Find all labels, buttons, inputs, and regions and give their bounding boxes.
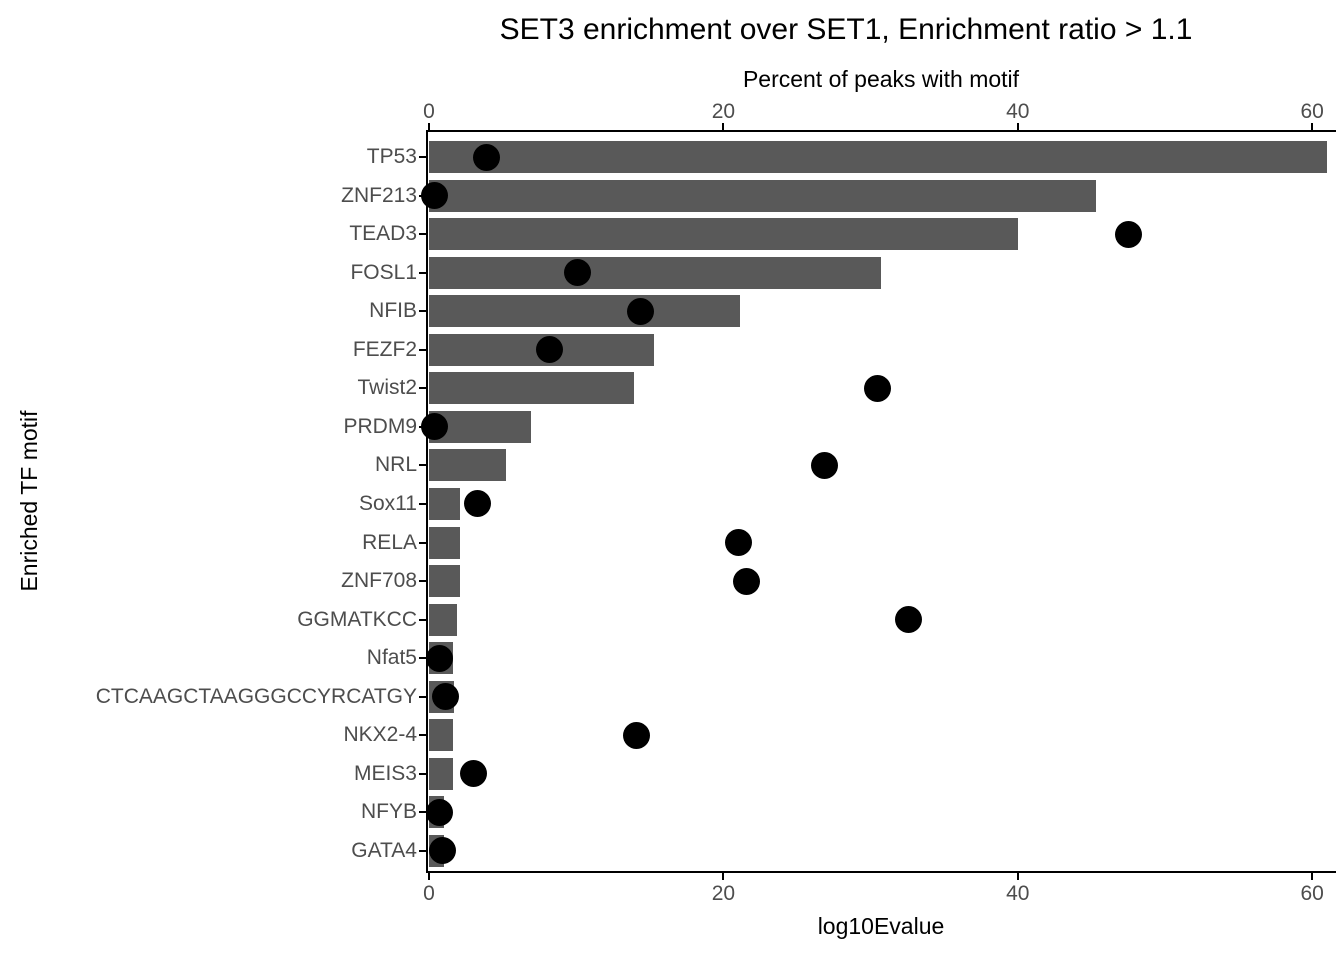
bar xyxy=(429,526,460,559)
category-label: FOSL1 xyxy=(350,260,417,284)
dot xyxy=(895,606,923,634)
y-axis-tick xyxy=(419,541,426,544)
category-label: NFYB xyxy=(360,800,417,824)
category-label: RELA xyxy=(362,530,417,554)
y-axis-line xyxy=(426,130,428,873)
top-axis-tick xyxy=(428,123,430,130)
y-axis-tick xyxy=(419,464,426,467)
bar xyxy=(429,449,506,482)
bottom-axis-title: log10Evalue xyxy=(817,913,945,939)
y-axis-tick xyxy=(419,772,426,775)
dot xyxy=(428,837,456,865)
dot xyxy=(425,798,453,826)
dot xyxy=(464,490,492,518)
bar xyxy=(429,487,460,520)
y-axis-tick xyxy=(419,734,426,737)
y-axis-tick xyxy=(419,849,426,852)
dot xyxy=(421,182,449,210)
dot xyxy=(724,529,752,556)
category-label: NKX2-4 xyxy=(343,723,417,747)
category-label: ZNF213 xyxy=(341,183,417,207)
category-label: Sox11 xyxy=(359,491,417,515)
y-axis-tick xyxy=(419,695,426,698)
bar xyxy=(429,757,453,790)
dot xyxy=(811,451,839,479)
top-axis-tick xyxy=(1311,123,1314,130)
bar xyxy=(429,565,460,598)
category-label: ZNF708 xyxy=(341,569,417,593)
dot xyxy=(623,721,651,749)
bottom-axis-tick xyxy=(1016,873,1019,880)
dot xyxy=(431,683,459,711)
bottom-axis-tick xyxy=(722,873,725,880)
top-axis-tick-label: 0 xyxy=(423,100,435,123)
bar xyxy=(429,719,453,752)
dot xyxy=(627,297,655,325)
category-label: TP53 xyxy=(366,145,417,168)
top-axis-tick-label: 60 xyxy=(1300,100,1324,123)
bottom-axis-tick-label: 40 xyxy=(1006,882,1030,905)
dot xyxy=(472,143,500,171)
bottom-axis-line xyxy=(427,871,1336,873)
top-axis-tick-label: 20 xyxy=(711,100,736,123)
dot xyxy=(459,760,487,788)
y-axis-tick xyxy=(419,310,426,313)
y-axis-tick xyxy=(419,811,426,814)
category-label: CTCAAGCTAAGGGCCYRCATGY xyxy=(95,684,417,708)
bottom-axis-tick-label: 20 xyxy=(711,882,736,905)
dot xyxy=(1114,220,1142,248)
category-label: NRL xyxy=(374,453,417,477)
bar xyxy=(429,141,1327,173)
bottom-axis-tick-label: 60 xyxy=(1300,882,1324,905)
y-axis-tick xyxy=(419,387,426,390)
bar xyxy=(429,179,1096,212)
plot-title: SET3 enrichment over SET1, Enrichment ra… xyxy=(499,13,1193,46)
category-label: Twist2 xyxy=(357,376,417,400)
category-label: Nfat5 xyxy=(366,646,417,670)
bottom-axis-tick xyxy=(1311,873,1314,880)
top-axis-line xyxy=(427,130,1336,132)
dot xyxy=(425,644,453,672)
dot xyxy=(733,567,761,595)
bottom-axis-tick-label: 0 xyxy=(423,882,435,905)
y-axis-tick xyxy=(419,502,426,505)
category-label: GGMATKCC xyxy=(297,607,417,631)
y-axis-tick xyxy=(419,618,426,621)
top-axis-tick xyxy=(1016,123,1019,130)
top-axis-tick xyxy=(722,123,725,130)
bar xyxy=(429,218,1018,251)
y-axis-tick xyxy=(419,657,426,660)
y-axis-tick xyxy=(419,580,426,583)
bar xyxy=(429,372,634,405)
dot xyxy=(564,259,592,287)
category-label: GATA4 xyxy=(351,838,417,862)
category-label: NFIB xyxy=(369,299,417,323)
category-label: TEAD3 xyxy=(349,222,417,246)
bar xyxy=(429,256,881,289)
y-axis-tick xyxy=(419,271,426,274)
bar xyxy=(429,295,740,328)
category-label: PRDM9 xyxy=(343,414,417,438)
dot xyxy=(421,413,449,441)
bar xyxy=(429,603,457,636)
y-axis-tick xyxy=(419,233,426,236)
top-axis-title: Percent of peaks with motif xyxy=(742,66,1020,92)
category-label: MEIS3 xyxy=(353,761,417,785)
top-axis-tick-label: 40 xyxy=(1006,100,1030,123)
category-label: FEZF2 xyxy=(352,337,417,361)
dot xyxy=(864,374,892,402)
y-axis-tick xyxy=(419,156,426,158)
dot xyxy=(536,336,564,364)
bottom-axis-tick xyxy=(428,873,430,880)
y-axis-tick xyxy=(419,348,426,351)
